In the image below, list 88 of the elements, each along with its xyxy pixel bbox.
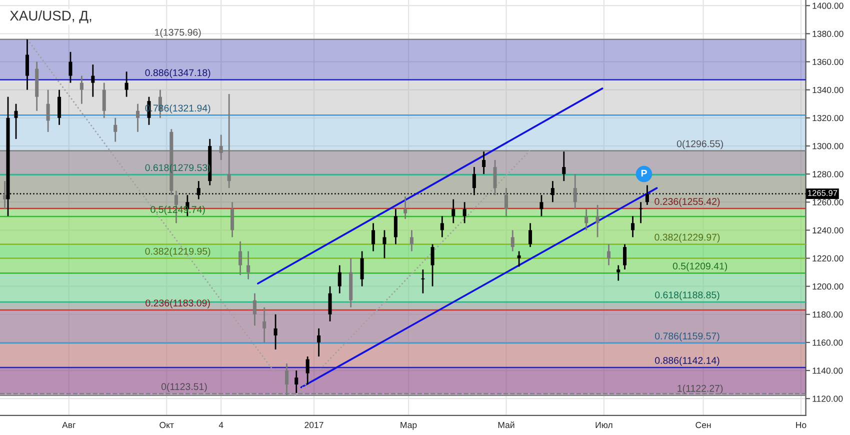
annotation: 0.786(1159.57) xyxy=(655,332,720,342)
candlestick xyxy=(540,194,544,217)
candlestick xyxy=(372,222,376,252)
candlestick xyxy=(584,208,588,231)
candlestick xyxy=(504,187,508,217)
candlestick xyxy=(136,103,140,133)
candlestick xyxy=(510,229,514,252)
candlestick xyxy=(238,240,242,276)
y-tick-label: 1400.00 xyxy=(812,2,844,9)
candlestick xyxy=(410,229,414,252)
candlestick xyxy=(493,159,497,196)
candlestick xyxy=(124,70,128,98)
candlestick xyxy=(46,89,50,133)
candlestick xyxy=(616,264,620,282)
y-tick-label: 1300.00 xyxy=(812,143,844,150)
candlestick xyxy=(25,38,29,91)
candlestick xyxy=(114,117,118,142)
y-tick-label: 1340.00 xyxy=(812,86,844,94)
candlestick xyxy=(430,244,434,287)
x-tick-label: Мар xyxy=(400,422,417,430)
candlestick xyxy=(482,150,486,175)
candlestick xyxy=(317,328,321,358)
candlestick xyxy=(230,201,234,238)
annotation: 0.382(1229.97) xyxy=(654,234,720,243)
annotation: 0.382(1219.95) xyxy=(145,248,210,257)
annotation: 0.236(1255.42) xyxy=(654,198,720,207)
candlestick xyxy=(462,201,466,224)
y-tick-label: 1360.00 xyxy=(812,58,844,66)
candlestick xyxy=(404,196,408,220)
annotation: 1(1122.27) xyxy=(678,384,723,394)
y-tick-label: 1320.00 xyxy=(812,114,844,122)
candlestick xyxy=(382,229,386,259)
candlestick xyxy=(440,215,444,238)
candlestick xyxy=(596,204,600,238)
x-tick-label: Окт xyxy=(160,422,174,428)
candlestick xyxy=(394,208,398,245)
candlestick xyxy=(14,103,18,140)
candlestick xyxy=(294,370,298,394)
y-tick-label: 1240.00 xyxy=(812,227,844,234)
candlestick xyxy=(452,198,456,224)
text: XAU/USD, Д, xyxy=(10,10,92,24)
candlestick xyxy=(573,173,577,210)
y-tick-label: 1120.00 xyxy=(812,396,843,402)
candlestick xyxy=(80,75,84,105)
candlestick xyxy=(528,222,532,248)
candlestick xyxy=(68,51,72,84)
y-tick-label: 1220.00 xyxy=(812,255,844,262)
x-tick-label: 2017 xyxy=(304,422,324,428)
candlestick xyxy=(306,356,310,386)
candlestick xyxy=(3,180,7,210)
candlestick xyxy=(606,244,611,266)
y-tick-label: 1200.00 xyxy=(812,283,844,290)
annotation: 0.5(1209.41) xyxy=(672,262,728,272)
annotation: 0.886(1142.14) xyxy=(655,356,720,366)
candlestick xyxy=(102,82,106,119)
annotation: 1(1375.96) xyxy=(155,28,201,38)
candlestick xyxy=(246,250,250,280)
y-tick-label: 1140.00 xyxy=(812,368,843,374)
y-tick-label: 1180.00 xyxy=(812,311,843,318)
candlestick xyxy=(58,89,62,126)
annotation: 0.886(1347.18) xyxy=(145,69,210,78)
annotation: 0(1296.55) xyxy=(676,140,723,150)
y-tick-label: 1260.00 xyxy=(812,199,844,206)
candlestick xyxy=(472,166,476,196)
y-tick-label: 1160.00 xyxy=(812,340,843,346)
y-tick-label: 1380.00 xyxy=(812,30,844,37)
candlestick xyxy=(623,244,627,270)
candlestick xyxy=(562,150,566,182)
candlestick xyxy=(91,64,95,98)
x-tick-label: Май xyxy=(498,422,514,428)
ref-line-label: 1265.97 xyxy=(808,190,838,196)
annotation: P xyxy=(641,170,647,177)
candlestick xyxy=(360,250,364,287)
candlestick xyxy=(338,264,342,294)
x-tick-label: 4 xyxy=(218,422,224,428)
x-tick-label: Но xyxy=(796,422,806,428)
x-tick-label: Авг xyxy=(62,422,76,428)
candlestick xyxy=(252,292,256,326)
annotation: 0(1123.51) xyxy=(161,382,207,392)
annotation: 0.618(1188.85) xyxy=(655,291,720,300)
x-tick-label: Сен xyxy=(696,422,711,428)
candlestick xyxy=(631,215,635,238)
x-tick-label: Июл xyxy=(596,422,612,428)
candlestick xyxy=(274,314,278,350)
y-tick-label: 1280.00 xyxy=(812,171,844,178)
candlestick xyxy=(328,286,332,322)
candlestick xyxy=(421,268,425,294)
candlestick xyxy=(262,306,266,344)
